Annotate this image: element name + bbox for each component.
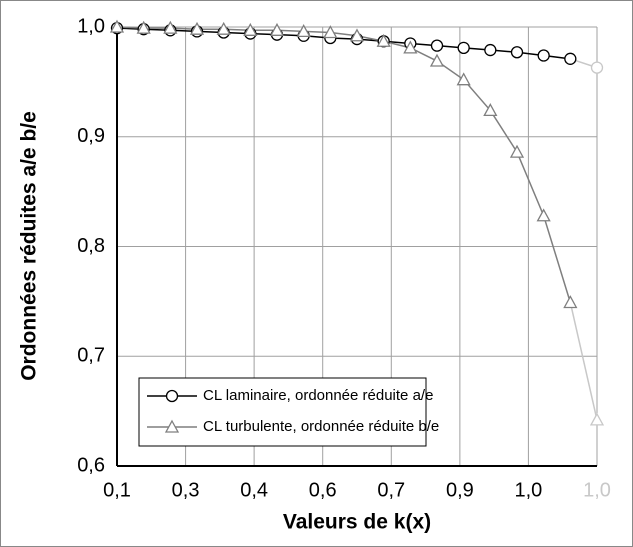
y-tick-label: 0,6 [77, 454, 105, 476]
data-point [349, 28, 365, 42]
data-point [510, 46, 524, 59]
data-point [509, 144, 525, 158]
data-point [109, 19, 125, 33]
data-point [189, 21, 205, 35]
data-point [537, 49, 550, 62]
data-point [456, 72, 471, 86]
data-point [429, 53, 445, 67]
data-point [484, 43, 497, 57]
y-tick-label: 0,7 [77, 345, 105, 367]
y-axis-label: Ordonnées réduites a/e b/e [18, 111, 41, 381]
data-point [163, 20, 178, 34]
legend [138, 377, 427, 447]
data-point [403, 40, 418, 54]
data-point [136, 20, 151, 34]
x-tick-label: 0,3 [172, 479, 200, 501]
data-point [430, 39, 444, 52]
data-point [564, 52, 577, 65]
legend-label: CL laminaire, ordonnée réduite a/e [203, 387, 433, 404]
data-point [296, 24, 311, 38]
x-tick-label: 0,4 [240, 479, 268, 501]
legend-label: CL turbulente, ordonnée réduite b/e [203, 418, 439, 435]
data-point [589, 412, 605, 426]
y-tick-label: 0,8 [77, 235, 105, 257]
x-tick-label: 0,1 [103, 479, 131, 501]
data-point [536, 208, 551, 222]
x-tick-label: 1,0 [583, 479, 611, 501]
data-point [243, 22, 258, 36]
x-tick-label: 1,0 [515, 479, 543, 501]
series-line-end [569, 302, 598, 421]
data-point [483, 103, 498, 117]
y-tick-label: 1,0 [77, 15, 105, 37]
y-tick-label: 0,9 [77, 125, 105, 147]
data-point [216, 21, 231, 35]
data-point [323, 25, 338, 39]
data-point [590, 61, 604, 74]
data-point [376, 33, 391, 47]
x-tick-label: 0,9 [446, 479, 474, 501]
x-axis-label: Valeurs de k(x) [283, 511, 431, 534]
legend-marker [164, 419, 180, 433]
x-tick-label: 0,6 [309, 479, 337, 501]
x-tick-label: 0,7 [377, 479, 405, 501]
data-point [563, 295, 578, 309]
data-point [457, 41, 470, 55]
legend-marker [165, 389, 179, 403]
data-point [269, 22, 285, 36]
